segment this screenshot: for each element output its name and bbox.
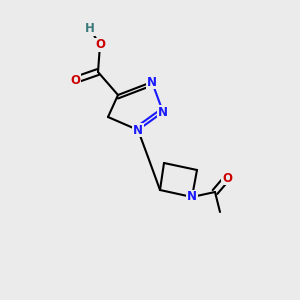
Text: N: N [158,106,168,118]
Text: N: N [133,124,143,136]
Text: H: H [85,22,95,35]
Text: N: N [187,190,197,203]
Text: O: O [222,172,232,184]
Text: N: N [147,76,157,88]
Text: O: O [95,38,105,52]
Text: O: O [70,74,80,86]
